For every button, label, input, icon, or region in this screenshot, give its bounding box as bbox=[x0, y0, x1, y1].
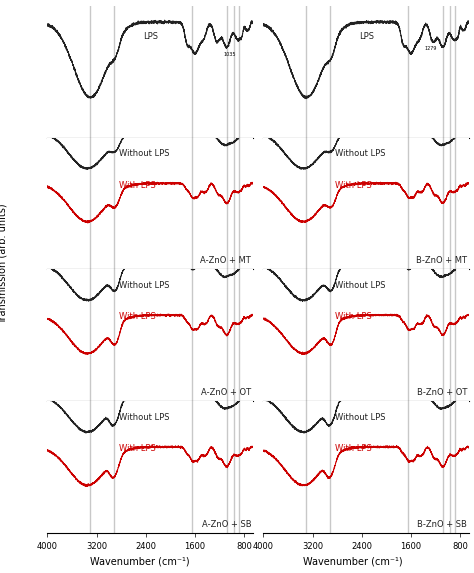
Text: With LPS: With LPS bbox=[336, 312, 372, 321]
Text: Wavenumber (cm⁻¹): Wavenumber (cm⁻¹) bbox=[303, 556, 403, 567]
Text: With LPS: With LPS bbox=[336, 180, 372, 190]
Text: A-ZnO + OT: A-ZnO + OT bbox=[201, 388, 251, 397]
Text: 1279: 1279 bbox=[424, 39, 437, 51]
Text: B-ZnO + SB: B-ZnO + SB bbox=[417, 520, 467, 529]
Text: With LPS: With LPS bbox=[119, 180, 156, 190]
Text: Without LPS: Without LPS bbox=[119, 413, 170, 422]
Text: With LPS: With LPS bbox=[336, 444, 372, 453]
Text: LPS: LPS bbox=[359, 32, 374, 41]
Text: LPS: LPS bbox=[143, 32, 158, 41]
Text: Without LPS: Without LPS bbox=[336, 281, 386, 290]
Text: B-ZnO + MT: B-ZnO + MT bbox=[416, 256, 467, 265]
Text: With LPS: With LPS bbox=[119, 312, 156, 321]
Text: Wavenumber (cm⁻¹): Wavenumber (cm⁻¹) bbox=[90, 556, 190, 567]
Text: A-ZnO + MT: A-ZnO + MT bbox=[201, 256, 251, 265]
Text: 1035: 1035 bbox=[223, 45, 236, 57]
Text: Transmission (arb. units): Transmission (arb. units) bbox=[0, 203, 8, 324]
Text: With LPS: With LPS bbox=[119, 444, 156, 453]
Text: Without LPS: Without LPS bbox=[119, 149, 170, 158]
Text: Without LPS: Without LPS bbox=[336, 149, 386, 158]
Text: Without LPS: Without LPS bbox=[119, 281, 170, 290]
Text: Without LPS: Without LPS bbox=[336, 413, 386, 422]
Text: A-ZnO + SB: A-ZnO + SB bbox=[201, 520, 251, 529]
Text: B-ZnO + OT: B-ZnO + OT bbox=[417, 388, 467, 397]
